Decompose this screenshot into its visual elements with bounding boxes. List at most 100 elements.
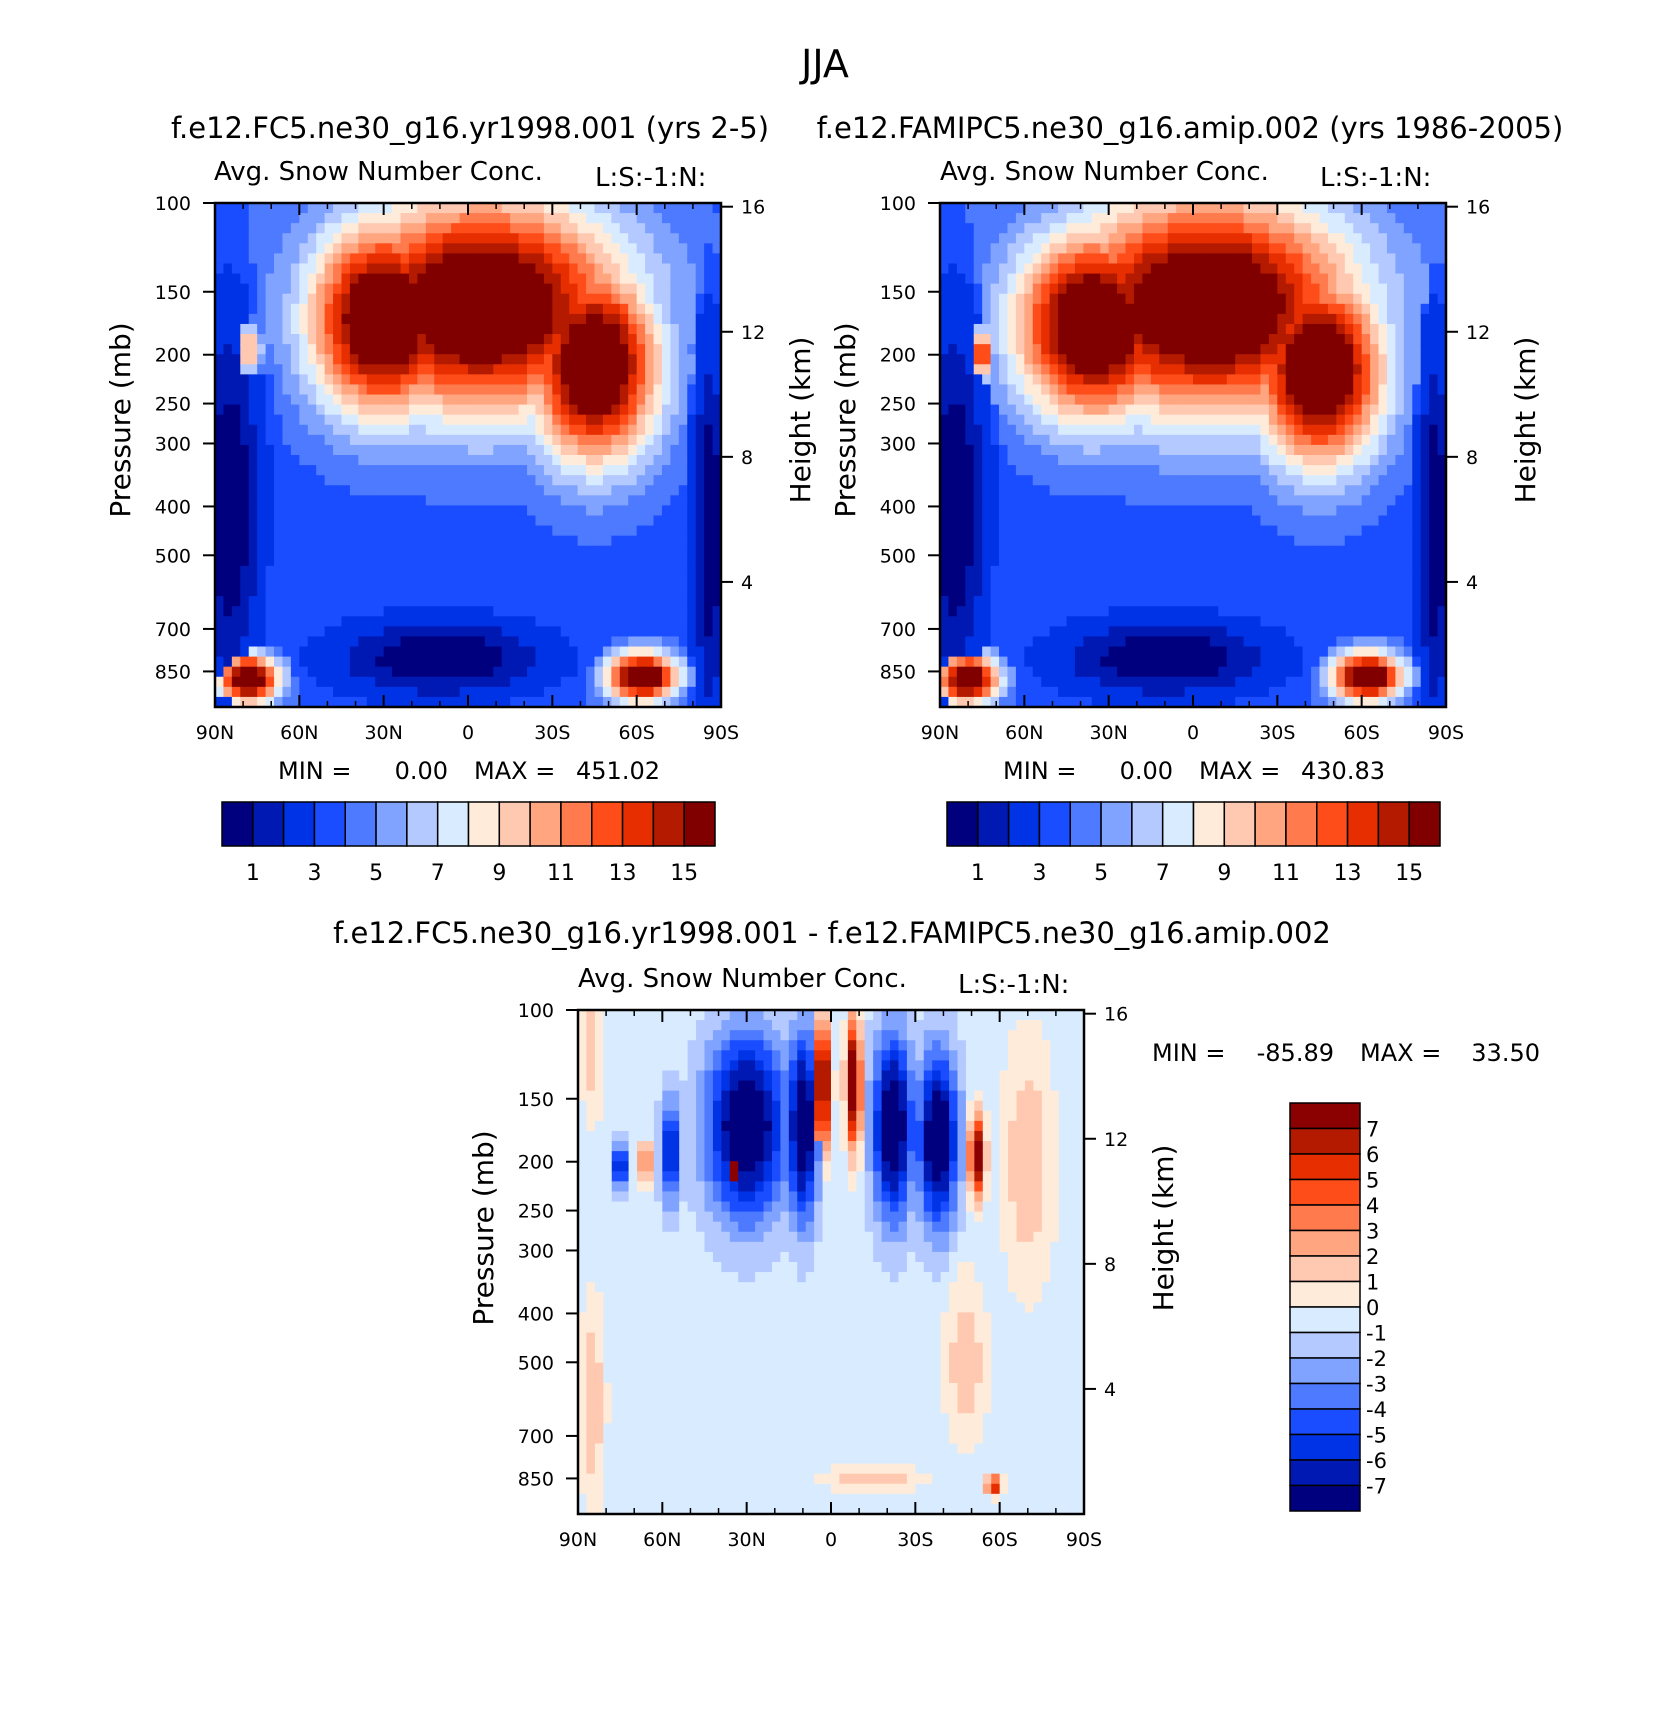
field-cell (1142, 596, 1152, 607)
field-cell (501, 213, 511, 224)
field-cell (282, 303, 292, 315)
field-cell (493, 455, 503, 466)
field-cell (611, 455, 621, 466)
field-cell (518, 273, 528, 285)
field-cell (375, 626, 385, 638)
field-cell (670, 203, 680, 214)
field-cell (940, 334, 950, 345)
field-cell (1015, 323, 1025, 335)
field-cell (510, 424, 520, 436)
field-cell (956, 313, 966, 325)
field-cell (552, 525, 562, 537)
field-cell (501, 626, 511, 638)
field-cell (1235, 666, 1245, 678)
field-cell (1041, 283, 1051, 295)
field-cell (948, 616, 958, 627)
field-cell (1117, 565, 1127, 577)
field-cell (274, 203, 284, 214)
field-cell (383, 475, 393, 486)
field-cell (940, 686, 950, 698)
field-cell (383, 344, 393, 355)
field-cell (501, 586, 511, 597)
field-cell (940, 596, 950, 607)
field-cell (223, 535, 233, 547)
field-cell (400, 565, 410, 577)
field-cell (316, 313, 326, 325)
field-cell (1125, 586, 1135, 597)
field-cell (687, 344, 697, 355)
field-cell (1150, 394, 1160, 406)
field-cell (695, 535, 705, 547)
field-cell (1024, 444, 1034, 456)
field-cell (400, 414, 410, 426)
field-cell (602, 263, 612, 275)
field-cell (645, 223, 655, 234)
field-cell (501, 656, 511, 668)
field-cell (1083, 374, 1093, 386)
field-cell (535, 344, 545, 355)
field-cell (602, 586, 612, 597)
field-cell (956, 545, 966, 557)
field-cell (965, 354, 975, 365)
field-cell (678, 404, 688, 416)
field-cell (434, 213, 444, 224)
field-cell (274, 565, 284, 577)
field-cell (1176, 384, 1186, 396)
field-cell (628, 616, 638, 627)
field-cell (434, 575, 444, 587)
panel-1-max-label: MAX = (474, 757, 555, 785)
field-cell (645, 596, 655, 607)
field-cell (1218, 203, 1228, 214)
field-cell (417, 253, 427, 265)
field-cell (459, 596, 469, 607)
field-cell (1184, 213, 1194, 224)
field-cell (215, 485, 225, 496)
field-cell (1100, 313, 1110, 325)
field-cell (392, 686, 402, 698)
field-cell (982, 293, 992, 305)
field-cell (468, 455, 478, 466)
field-cell (965, 374, 975, 386)
field-cell (434, 283, 444, 295)
y2-tick-label: 12 (741, 322, 765, 344)
field-cell (1066, 515, 1076, 527)
field-cell (1142, 636, 1152, 648)
field-cell (1091, 475, 1101, 486)
field-cell (1209, 444, 1219, 456)
field-cell (678, 656, 688, 668)
field-cell (223, 515, 233, 527)
field-cell (619, 243, 629, 254)
field-cell (248, 233, 258, 244)
field-cell (527, 586, 537, 597)
field-cell (543, 223, 553, 234)
field-cell (1041, 213, 1051, 224)
field-cell (442, 313, 452, 325)
field-cell (1159, 465, 1169, 476)
field-cell (1015, 283, 1025, 295)
field-cell (990, 475, 1000, 486)
field-cell (417, 213, 427, 224)
field-cell (375, 495, 385, 506)
field-cell (535, 334, 545, 345)
field-cell (712, 606, 721, 617)
field-cell (687, 565, 697, 577)
field-cell (358, 203, 368, 214)
field-cell (1167, 596, 1177, 607)
field-cell (594, 404, 604, 416)
field-cell (948, 213, 958, 224)
field-cell (628, 303, 638, 315)
field-cell (543, 233, 553, 244)
field-cell (1117, 555, 1127, 567)
field-cell (653, 535, 663, 547)
field-cell (400, 555, 410, 567)
field-cell (240, 303, 250, 315)
field-cell (982, 575, 992, 587)
field-cell (493, 263, 503, 275)
field-cell (1176, 374, 1186, 386)
field-cell (661, 263, 671, 275)
field-cell (493, 696, 503, 707)
field-cell (948, 495, 958, 506)
field-cell (442, 323, 452, 335)
field-cell (965, 414, 975, 426)
field-cell (392, 414, 402, 426)
